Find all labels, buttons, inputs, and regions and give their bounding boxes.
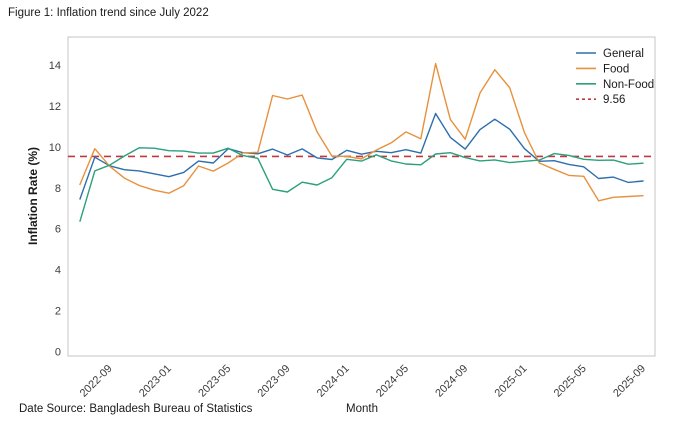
- y-axis-label: Inflation Rate (%): [26, 147, 40, 245]
- x-tick-label: 2024-01: [315, 363, 352, 400]
- source-note: Date Source: Bangladesh Bureau of Statis…: [19, 403, 253, 415]
- y-tick-label: 2: [55, 306, 61, 318]
- y-tick-label: 6: [55, 224, 61, 236]
- x-axis-label: Month: [346, 403, 378, 415]
- x-tick-label: 2023-05: [196, 363, 233, 400]
- x-tick-label: 2025-09: [611, 363, 648, 400]
- y-tick-label: 8: [55, 183, 61, 195]
- x-tick-label: 2024-09: [433, 363, 470, 400]
- legend-label-9-56: 9.56: [603, 94, 625, 106]
- series-line-non-food: [79, 147, 644, 222]
- x-tick-label: 2022-09: [78, 363, 115, 400]
- legend-label-food: Food: [603, 63, 629, 75]
- x-tick-label: 2025-05: [552, 363, 589, 400]
- y-tick-label: 10: [49, 142, 61, 154]
- y-tick-label: 12: [49, 101, 61, 113]
- x-tick-label: 2025-01: [493, 363, 530, 400]
- series-line-general: [79, 112, 644, 200]
- y-tick-label: 0: [55, 346, 61, 358]
- y-tick-label: 14: [49, 60, 61, 72]
- y-tick-label: 4: [55, 265, 61, 277]
- chart-title: Figure 1: Inflation trend since July 202…: [8, 7, 209, 19]
- x-tick-label: 2023-01: [137, 363, 174, 400]
- legend-label-non-food: Non-Food: [603, 79, 654, 91]
- plot-area: [67, 36, 656, 357]
- legend-label-general: General: [603, 48, 644, 60]
- x-tick-label: 2024-05: [374, 363, 411, 400]
- series-line-food: [79, 62, 644, 202]
- x-tick-label: 2023-09: [256, 363, 293, 400]
